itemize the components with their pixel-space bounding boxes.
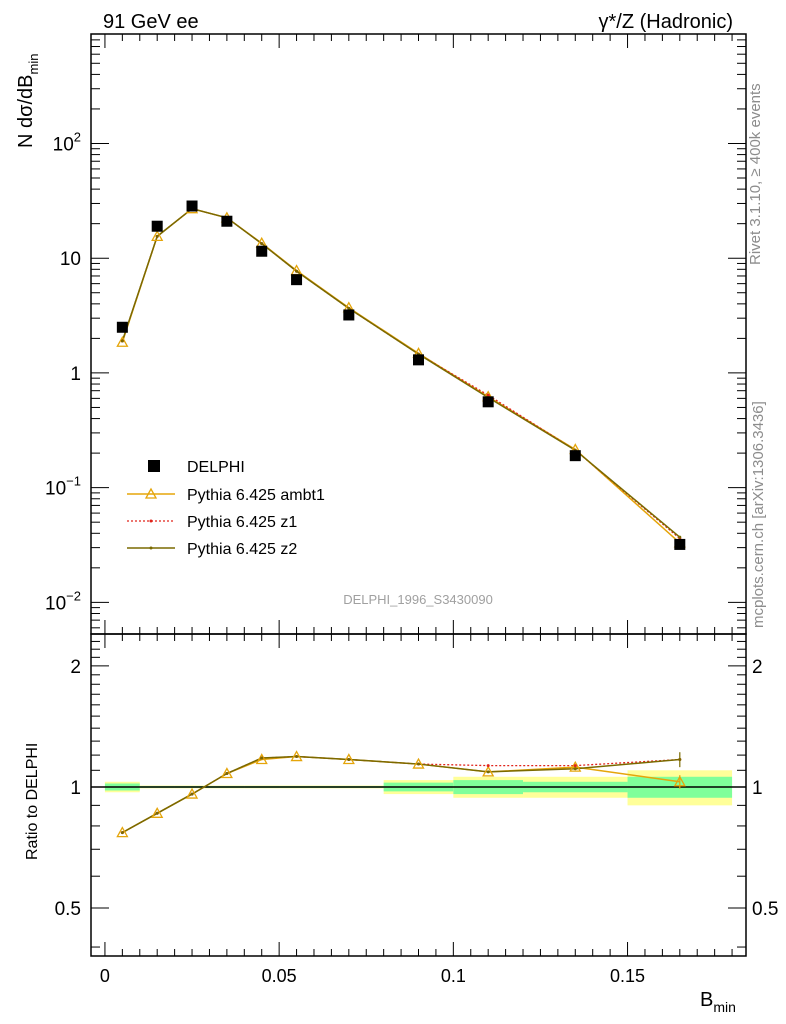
z2-marker xyxy=(155,234,159,238)
y-label-sub: min xyxy=(26,54,41,75)
ratio-z2-marker xyxy=(225,772,229,776)
delphi-data-point xyxy=(116,321,128,333)
header-left: 91 GeV ee xyxy=(103,11,199,33)
rivet-version-text: Rivet 3.1.10, ≥ 400k events xyxy=(747,83,764,265)
ratio-y-tick-label: 2 xyxy=(70,657,81,678)
x-tick-label: 0.15 xyxy=(610,966,645,986)
legend-label: DELPHI xyxy=(187,459,245,476)
ratio-z2-marker xyxy=(190,792,194,796)
y-tick-base: 10 xyxy=(53,134,74,155)
z2-marker xyxy=(678,535,682,539)
ambt1-marker xyxy=(116,335,129,347)
ratio-z2-marker xyxy=(573,767,577,771)
main-panel: 10−210−1110102DELPHI_1996_S3430090DELPHI… xyxy=(45,33,747,635)
legend-marker-ambt1 xyxy=(144,487,158,499)
y-tick-label: 10−1 xyxy=(45,474,81,500)
x-tick-label: 0.1 xyxy=(441,966,466,986)
delphi-data-point xyxy=(343,309,355,321)
header-right-symbol: γ*/Z xyxy=(599,11,635,33)
y-tick-exponent: 2 xyxy=(74,129,81,144)
ratio-ambt1-marker xyxy=(116,826,129,838)
x-axis-label: Bmin xyxy=(700,989,736,1015)
z2-marker xyxy=(295,269,299,273)
ratio-ambt1-marker xyxy=(255,753,268,765)
y-tick-label: 1 xyxy=(70,364,81,385)
delphi-data-point xyxy=(221,215,233,227)
ratio-ambt1-marker xyxy=(482,765,495,777)
x-tick-label: 0 xyxy=(100,966,110,986)
legend-marker-z2 xyxy=(149,546,153,550)
header-right-text: (Hadronic) xyxy=(634,11,733,33)
delphi-data-point xyxy=(413,354,424,366)
ratio-ambt1-marker xyxy=(569,760,582,772)
delphi-data-point xyxy=(256,245,268,257)
ratio-z1-marker xyxy=(573,764,577,768)
y-tick-exponent: −1 xyxy=(66,474,81,489)
ratio-y-tick-label-right: 2 xyxy=(752,657,763,678)
delphi-data-point xyxy=(151,220,163,232)
x-label-main: B xyxy=(700,989,713,1011)
z1-line xyxy=(121,207,681,540)
delphi-data-point xyxy=(291,274,303,286)
y-label-main: N dσ/dB xyxy=(15,75,37,149)
x-tick-label: 0.05 xyxy=(262,966,297,986)
y-tick-label: 102 xyxy=(53,129,81,155)
ratio-ambt1-marker xyxy=(412,757,425,769)
legend-label: Pythia 6.425 ambt1 xyxy=(187,487,325,504)
z1-marker xyxy=(486,393,490,397)
x-label-sub: min xyxy=(713,999,736,1015)
legend: DELPHI Pythia 6.425 ambt1 Pythia 6.425 z1 P… xyxy=(127,459,325,558)
legend-marker-z1 xyxy=(149,519,153,523)
header-right: γ*/Z (Hadronic) xyxy=(599,11,733,33)
delphi-data-point xyxy=(674,538,686,550)
ratio-z2-marker xyxy=(260,756,264,760)
y-tick-exponent: −2 xyxy=(66,588,81,603)
ratio-y-tick-label-right: 0.5 xyxy=(752,899,778,920)
ratio-z2-marker xyxy=(120,831,124,835)
legend-swatch-delphi xyxy=(148,460,160,472)
delphi-data-point xyxy=(569,450,581,462)
ratio-ambt1-marker xyxy=(290,750,303,762)
legend-label: Pythia 6.425 z1 xyxy=(187,514,297,531)
ratio-ambt1-marker xyxy=(185,787,199,799)
y-tick-label: 10 xyxy=(60,249,81,270)
ratio-y-tick-label: 0.5 xyxy=(55,899,81,920)
y-tick-base: 10 xyxy=(45,593,66,614)
z2-marker xyxy=(120,339,124,343)
y-tick-base: 10 xyxy=(45,479,66,500)
ratio-y-axis-label: Ratio to DELPHI xyxy=(24,743,41,860)
ratio-ambt1-marker xyxy=(342,753,355,765)
legend-label: Pythia 6.425 z2 xyxy=(187,541,297,558)
ambt1-marker xyxy=(151,230,164,242)
ratio-panel: 0 0.05 0.1 0.15 0.5 0.5 1 1 2 2 xyxy=(55,633,778,986)
ratio-z2-marker xyxy=(347,758,351,762)
z2-marker xyxy=(347,306,351,310)
mcplots-reference-text: mcplots.cern.ch [arXiv:1306.3436] xyxy=(750,401,767,628)
z2-marker xyxy=(260,242,264,246)
ratio-ambt1-marker xyxy=(151,806,164,818)
ratio-z1-marker xyxy=(486,764,490,768)
main-y-axis-label: N dσ/dBmin xyxy=(15,54,41,148)
ratio-z2-marker xyxy=(486,770,490,774)
ratio-z2-marker xyxy=(417,762,420,766)
watermark-label: DELPHI_1996_S3430090 xyxy=(343,592,493,607)
ratio-ambt1-marker xyxy=(220,767,233,779)
ratio-y-tick-label-right: 1 xyxy=(752,778,763,799)
delphi-data-point xyxy=(482,396,494,408)
ratio-z2-marker xyxy=(295,755,299,759)
ratio-z2-marker xyxy=(155,811,159,815)
delphi-data-point xyxy=(186,200,198,212)
y-tick-label: 10−2 xyxy=(45,588,81,614)
ratio-y-tick-label: 1 xyxy=(70,778,81,799)
